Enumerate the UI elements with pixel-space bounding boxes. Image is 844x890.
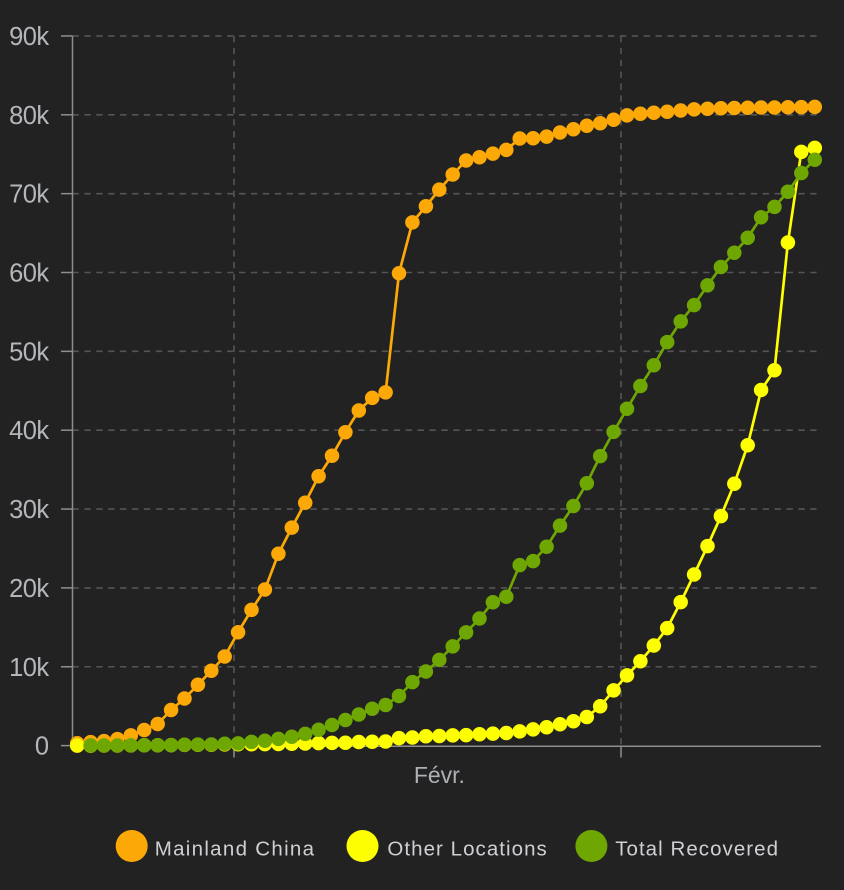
svg-text:Other Locations: Other Locations <box>387 837 547 860</box>
svg-text:60k: 60k <box>9 260 49 288</box>
svg-text:30k: 30k <box>9 496 49 524</box>
svg-text:0: 0 <box>35 733 49 761</box>
svg-text:10k: 10k <box>9 654 49 682</box>
svg-text:Mainland China: Mainland China <box>155 837 316 860</box>
svg-text:50k: 50k <box>9 338 49 366</box>
svg-text:80k: 80k <box>9 102 49 130</box>
svg-text:40k: 40k <box>9 417 49 445</box>
svg-text:90k: 90k <box>9 23 49 51</box>
svg-text:70k: 70k <box>9 181 49 209</box>
svg-text:20k: 20k <box>9 575 49 603</box>
svg-text:Févr.: Févr. <box>414 762 465 788</box>
svg-text:Total Recovered: Total Recovered <box>615 837 779 860</box>
